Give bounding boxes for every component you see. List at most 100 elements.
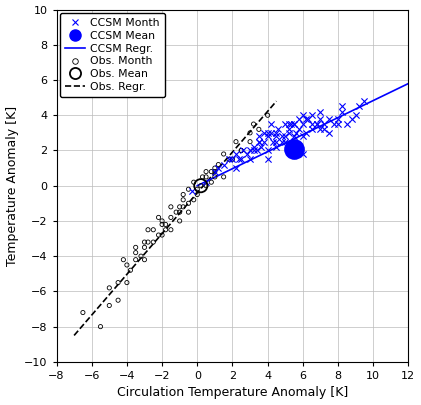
Point bbox=[132, 249, 139, 256]
Point bbox=[215, 165, 222, 171]
Point bbox=[273, 130, 280, 136]
Point bbox=[256, 139, 262, 145]
Point bbox=[326, 115, 333, 122]
Point bbox=[197, 183, 204, 189]
Point bbox=[317, 115, 324, 122]
Point bbox=[168, 226, 174, 233]
Point bbox=[159, 232, 165, 238]
Point bbox=[97, 323, 104, 330]
Point bbox=[208, 179, 215, 185]
Point bbox=[247, 147, 253, 154]
Point bbox=[282, 139, 289, 145]
Point bbox=[338, 109, 345, 115]
Point bbox=[155, 214, 162, 221]
Point bbox=[199, 174, 206, 180]
Point bbox=[203, 174, 209, 180]
Point bbox=[185, 186, 192, 192]
Point bbox=[254, 147, 261, 154]
Point bbox=[250, 144, 257, 150]
Point bbox=[185, 209, 192, 215]
Y-axis label: Temperature Anomaly [K]: Temperature Anomaly [K] bbox=[5, 106, 19, 266]
Point bbox=[162, 221, 169, 228]
Point bbox=[226, 156, 232, 162]
Point bbox=[299, 133, 306, 140]
Point bbox=[115, 297, 122, 303]
Point bbox=[335, 115, 341, 122]
Point bbox=[189, 188, 195, 194]
Point bbox=[314, 121, 320, 127]
Point bbox=[250, 121, 257, 127]
Point bbox=[305, 115, 312, 122]
Point bbox=[155, 232, 162, 238]
Point bbox=[264, 112, 271, 119]
Point bbox=[299, 151, 306, 157]
Point bbox=[211, 168, 218, 175]
Point bbox=[256, 126, 262, 132]
Point bbox=[303, 115, 310, 122]
Point bbox=[261, 130, 267, 136]
Point bbox=[317, 109, 324, 115]
Point bbox=[250, 147, 257, 154]
Point bbox=[247, 130, 253, 136]
Point bbox=[335, 121, 341, 127]
Point bbox=[180, 191, 187, 198]
Point bbox=[211, 168, 218, 175]
Point bbox=[317, 126, 324, 132]
Point bbox=[190, 179, 197, 185]
Point bbox=[299, 112, 306, 119]
Point bbox=[247, 139, 253, 145]
Point bbox=[268, 130, 274, 136]
Point bbox=[308, 126, 315, 132]
Point bbox=[282, 133, 289, 140]
Point bbox=[308, 112, 315, 119]
Point bbox=[290, 145, 297, 152]
Point bbox=[115, 279, 122, 286]
Point bbox=[243, 151, 250, 157]
Point bbox=[106, 285, 113, 291]
Point bbox=[338, 103, 345, 110]
Point bbox=[185, 200, 192, 207]
Point bbox=[145, 239, 152, 245]
Point bbox=[190, 196, 197, 203]
Point bbox=[326, 130, 333, 136]
Point bbox=[141, 244, 148, 251]
Point bbox=[278, 133, 285, 140]
Point bbox=[320, 121, 327, 127]
Point bbox=[308, 121, 315, 127]
Point bbox=[215, 161, 222, 168]
Point bbox=[257, 144, 264, 150]
Point bbox=[211, 165, 218, 171]
Point bbox=[238, 147, 245, 154]
Point bbox=[120, 256, 127, 263]
Point bbox=[203, 168, 209, 175]
Point bbox=[361, 98, 368, 104]
Point bbox=[269, 139, 276, 145]
Point bbox=[232, 165, 239, 171]
Point bbox=[238, 147, 245, 154]
Point bbox=[232, 139, 239, 145]
Point bbox=[141, 239, 148, 245]
Point bbox=[236, 156, 243, 162]
Point bbox=[132, 256, 139, 263]
Point bbox=[261, 139, 267, 145]
Point bbox=[180, 196, 187, 203]
Point bbox=[173, 209, 179, 215]
Point bbox=[159, 221, 165, 228]
Point bbox=[290, 133, 297, 140]
Point bbox=[256, 139, 262, 145]
Point bbox=[273, 144, 280, 150]
Point bbox=[123, 279, 130, 286]
Point bbox=[299, 121, 306, 127]
Point bbox=[290, 121, 297, 127]
Point bbox=[256, 133, 262, 140]
Point bbox=[264, 147, 271, 154]
Point bbox=[273, 133, 280, 140]
Point bbox=[264, 133, 271, 140]
Point bbox=[273, 139, 280, 145]
X-axis label: Circulation Temperature Anomaly [K]: Circulation Temperature Anomaly [K] bbox=[117, 386, 348, 399]
Point bbox=[238, 156, 245, 162]
Point bbox=[285, 126, 292, 132]
Point bbox=[331, 121, 338, 127]
Point bbox=[293, 130, 299, 136]
Point bbox=[229, 156, 236, 162]
